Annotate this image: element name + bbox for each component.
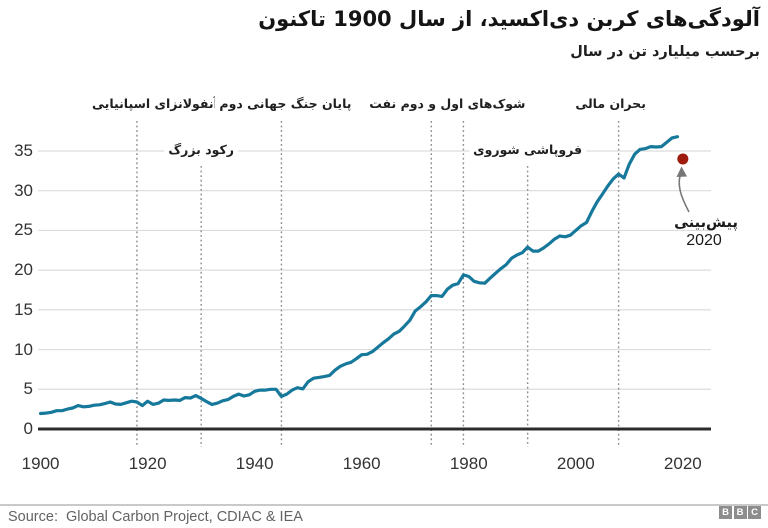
x-axis-tick-label: 1940 <box>235 454 274 473</box>
emissions-line <box>38 135 680 416</box>
page-subtitle: برحسب میلیارد تن در سال <box>570 44 760 60</box>
event-label: فروپاشی شوروی <box>469 141 587 158</box>
y-axis-tick-label: 0 <box>23 419 33 438</box>
x-axis-tick-label: 2020 <box>663 454 702 473</box>
event-label: پایان جنگ جهانی دوم <box>215 95 356 112</box>
bbc-logo-block: B <box>719 506 732 519</box>
y-axis-tick-label: 35 <box>14 140 33 160</box>
bbc-logo-block: B <box>733 506 747 519</box>
source-line: Source: Global Carbon Project, CDIAC & IE… <box>8 509 303 525</box>
x-axis-tick-label: 1960 <box>342 454 381 473</box>
y-axis-tick-label: 20 <box>14 260 33 280</box>
bbc-logo-block: C <box>748 506 761 519</box>
y-axis-tick-label: 25 <box>14 220 33 240</box>
y-axis-tick-label: 30 <box>14 180 33 200</box>
x-axis-tick-label: 1980 <box>449 454 488 473</box>
y-axis-tick-label: 10 <box>14 339 33 359</box>
forecast-arrow <box>678 170 690 213</box>
event-label: بحران مالی <box>571 95 650 112</box>
forecast-year-label: 2020 <box>686 232 722 249</box>
forecast-dot <box>677 153 689 165</box>
event-label: رکود بزرگ <box>164 141 238 158</box>
y-axis-tick-label: 5 <box>23 379 33 399</box>
y-axis-tick-label: 15 <box>14 299 33 319</box>
source-label: Source: <box>8 509 58 525</box>
source-value: Global Carbon Project, CDIAC & IEA <box>65 509 303 525</box>
x-axis-tick-label: 2000 <box>556 454 595 473</box>
event-label: آنفولانزای اسپانیایی <box>87 95 222 112</box>
event-label: شوک‌های اول و دوم نفت <box>365 95 530 112</box>
x-axis-tick-label: 1900 <box>21 454 60 473</box>
page-title: آلودگی‌های کربن دی‌اکسید، از سال 1900 تا… <box>258 7 760 31</box>
forecast-label: پیش‌بینی <box>674 215 738 231</box>
x-axis-tick-label: 1920 <box>128 454 167 473</box>
forecast-arrowhead-icon <box>676 166 687 177</box>
footer-divider <box>0 504 768 506</box>
